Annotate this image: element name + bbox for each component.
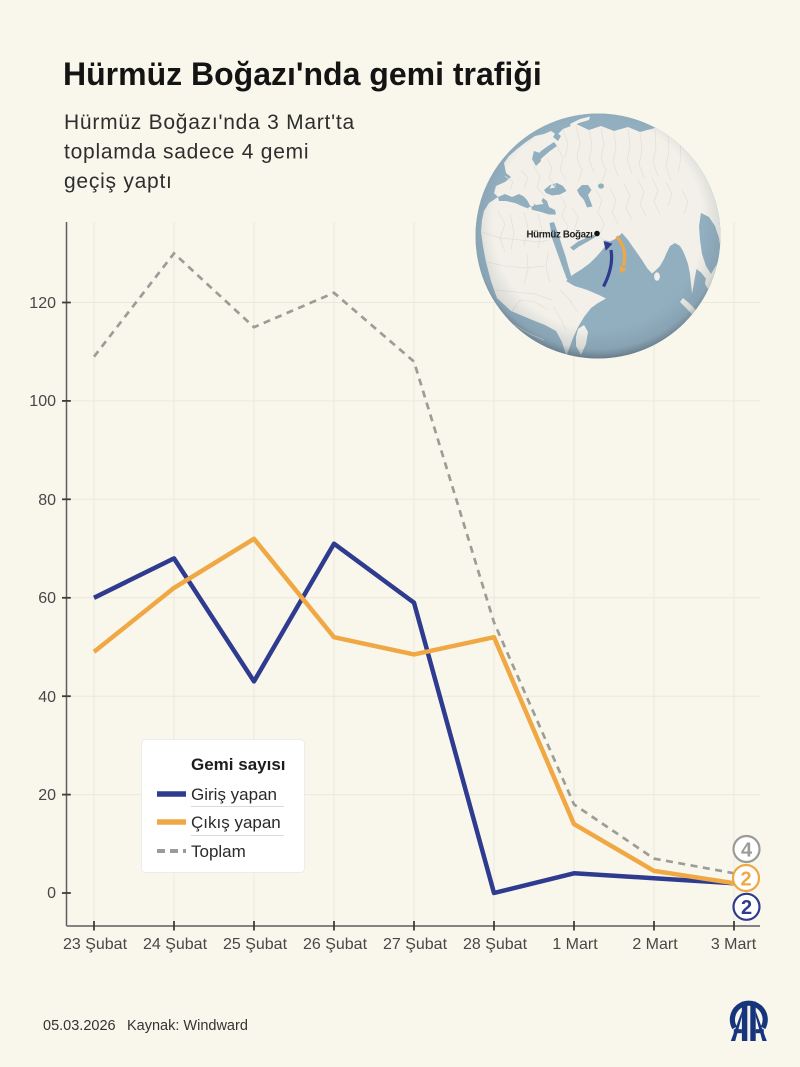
svg-text:toplamda sadece 4 gemi: toplamda sadece 4 gemi xyxy=(64,141,309,164)
svg-text:Çıkış yapan: Çıkış yapan xyxy=(191,813,281,832)
svg-text:25 Şubat: 25 Şubat xyxy=(223,936,288,953)
svg-text:3 Mart: 3 Mart xyxy=(711,936,757,953)
svg-text:120: 120 xyxy=(29,295,56,312)
svg-text:28 Şubat: 28 Şubat xyxy=(463,936,528,953)
svg-text:Hürmüz Boğazı: Hürmüz Boğazı xyxy=(527,229,594,240)
svg-text:05.03.2026: 05.03.2026 xyxy=(43,1018,116,1034)
svg-text:23 Şubat: 23 Şubat xyxy=(63,936,128,953)
svg-text:Hürmüz Boğazı'nda 3 Mart'ta: Hürmüz Boğazı'nda 3 Mart'ta xyxy=(64,111,355,134)
svg-text:1 Mart: 1 Mart xyxy=(552,936,598,953)
svg-text:Giriş yapan: Giriş yapan xyxy=(191,785,277,804)
svg-text:26 Şubat: 26 Şubat xyxy=(303,936,368,953)
svg-text:80: 80 xyxy=(38,492,56,509)
svg-text:27 Şubat: 27 Şubat xyxy=(383,936,448,953)
svg-text:0: 0 xyxy=(47,885,56,902)
svg-text:Kaynak: Windward: Kaynak: Windward xyxy=(127,1018,248,1034)
svg-text:Hürmüz Boğazı'nda gemi trafiği: Hürmüz Boğazı'nda gemi trafiği xyxy=(63,56,542,92)
svg-text:2 Mart: 2 Mart xyxy=(632,936,678,953)
svg-text:100: 100 xyxy=(29,393,56,410)
svg-text:Toplam: Toplam xyxy=(191,842,246,861)
svg-text:geçiş yaptı: geçiş yaptı xyxy=(64,170,173,193)
svg-text:24 Şubat: 24 Şubat xyxy=(143,936,208,953)
svg-text:4: 4 xyxy=(741,839,753,861)
svg-text:20: 20 xyxy=(38,787,56,804)
svg-text:2: 2 xyxy=(741,897,752,919)
svg-text:40: 40 xyxy=(38,689,56,706)
svg-text:60: 60 xyxy=(38,590,56,607)
svg-text:Gemi sayısı: Gemi sayısı xyxy=(191,755,286,774)
svg-text:2: 2 xyxy=(740,868,751,890)
